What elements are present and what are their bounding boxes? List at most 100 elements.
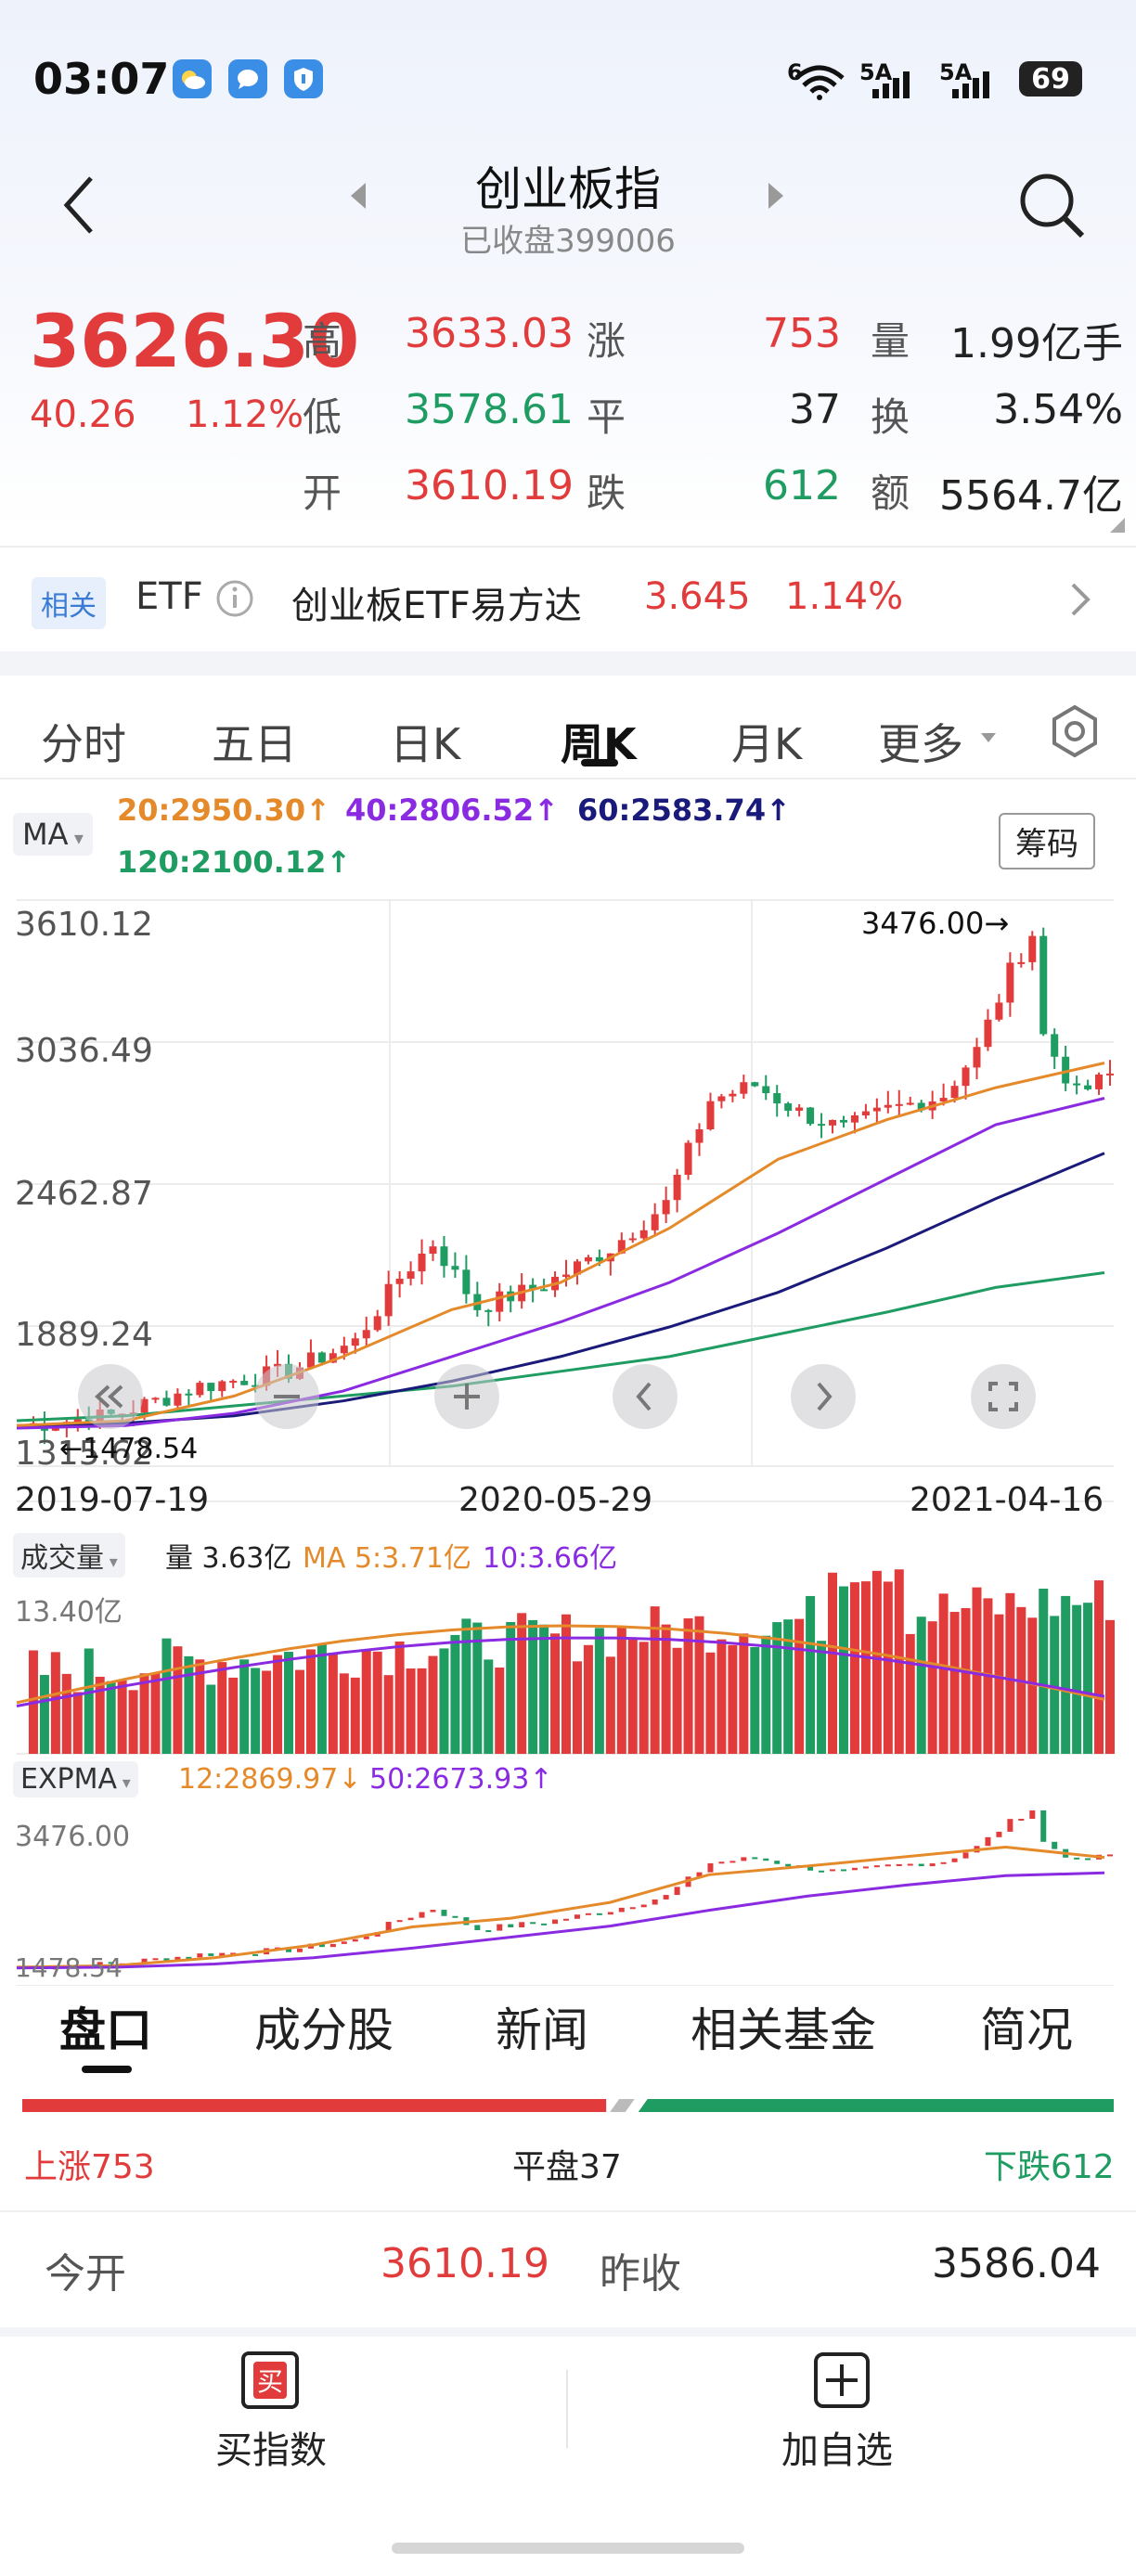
- volume-bar: [316, 1644, 327, 1754]
- volume-bar: [84, 1648, 94, 1754]
- back-icon[interactable]: [56, 173, 102, 241]
- volume-bar: [39, 1674, 49, 1754]
- candle: [1006, 962, 1014, 1003]
- expma-candle: [474, 1925, 481, 1931]
- fast-back-button[interactable]: [78, 1364, 143, 1429]
- expma-candle: [363, 1936, 369, 1939]
- tab-five-day[interactable]: 五日: [212, 719, 297, 769]
- next-stock-icon[interactable]: [765, 180, 787, 215]
- volume-bar: [195, 1659, 205, 1754]
- candle: [407, 1271, 415, 1279]
- tab-related-funds[interactable]: 相关基金: [691, 2003, 876, 2057]
- step-forward-button[interactable]: [791, 1364, 856, 1429]
- ma40-legend: 40:2806.52↑: [345, 792, 559, 828]
- volume-bar: [161, 1638, 172, 1754]
- candle: [684, 1142, 692, 1175]
- chevron-right-icon: [1069, 581, 1091, 622]
- expma-candle: [763, 1858, 769, 1861]
- expma-top: 3476.00: [15, 1821, 131, 1853]
- message-icon: [228, 59, 267, 98]
- zoom-in-button[interactable]: [434, 1364, 499, 1429]
- kline-chart[interactable]: [0, 891, 1136, 1986]
- search-icon[interactable]: [1017, 171, 1088, 245]
- weather-icon: [173, 59, 212, 98]
- related-etf-row[interactable]: 相关 ETF 创业板ETF易方达 3.645 1.14%: [0, 547, 1136, 651]
- tab-more[interactable]: 更多: [878, 719, 963, 769]
- volume-bar: [739, 1633, 749, 1754]
- amount-value: 5564.7亿: [939, 472, 1123, 520]
- expma-candle: [929, 1863, 936, 1867]
- volume-bar: [949, 1612, 960, 1754]
- add-watchlist-button[interactable]: 加自选: [742, 2348, 984, 2487]
- volume-bar: [905, 1633, 915, 1754]
- volume-bar: [239, 1659, 250, 1754]
- volume-bar: [806, 1595, 816, 1754]
- turnover-value: 3.54%: [993, 386, 1123, 433]
- signal-label-2: 5A: [859, 59, 893, 85]
- expma-candle: [407, 1917, 414, 1921]
- candle: [717, 1096, 726, 1101]
- active-tab-indicator: [581, 759, 618, 766]
- volume-bar: [506, 1621, 516, 1754]
- signal-bars-icon-2: [949, 69, 1004, 104]
- divider: [0, 778, 1136, 779]
- expand-corner-icon[interactable]: [1108, 516, 1127, 538]
- expma-selector[interactable]: EXPMA ▾: [13, 1761, 138, 1797]
- expma-candle: [618, 1907, 625, 1913]
- expma-candle: [385, 1922, 392, 1933]
- candle: [529, 1284, 537, 1290]
- prev-stock-icon[interactable]: [347, 180, 369, 215]
- volume-selector[interactable]: 成交量 ▾: [13, 1533, 125, 1578]
- candle: [773, 1093, 781, 1104]
- info-icon[interactable]: [215, 579, 254, 622]
- fullscreen-icon: [988, 1382, 1018, 1411]
- status-time: 03:07: [33, 54, 170, 104]
- volume-bar: [583, 1644, 593, 1754]
- volume-bar: [417, 1668, 427, 1754]
- tab-quote-detail[interactable]: 盘口: [59, 2003, 152, 2057]
- volume-label: 量: [871, 318, 910, 364]
- tab-overview[interactable]: 简况: [980, 2003, 1073, 2057]
- volume-bar: [794, 1618, 805, 1754]
- tab-daily-k[interactable]: 日K: [390, 719, 461, 769]
- shield-icon: [284, 59, 323, 98]
- expma-candle: [707, 1862, 714, 1873]
- candle: [73, 1419, 82, 1423]
- expma-candle: [729, 1861, 736, 1863]
- volume-bar: [439, 1648, 449, 1754]
- y-tick-5: 1315.62: [15, 1435, 153, 1473]
- ma-selector[interactable]: MA ▾: [13, 813, 93, 856]
- ma-selector-label: MA: [22, 817, 69, 852]
- volume-bar: [817, 1641, 827, 1754]
- candle: [973, 1047, 981, 1068]
- double-chevron-left-icon: [95, 1385, 123, 1409]
- expma-candle: [1052, 1841, 1058, 1849]
- expma-candle: [585, 1913, 591, 1915]
- expma-candle: [186, 1956, 192, 1959]
- candle: [340, 1346, 348, 1354]
- zoom-out-button[interactable]: [254, 1364, 319, 1429]
- tab-monthly-k[interactable]: 月K: [731, 719, 803, 769]
- tab-news[interactable]: 新闻: [496, 2003, 588, 2057]
- ma120-legend: 120:2100.12↑: [117, 844, 352, 880]
- tab-constituents[interactable]: 成分股: [254, 2003, 394, 2057]
- candle: [829, 1119, 837, 1126]
- volume-bar: [716, 1639, 727, 1754]
- tab-intraday[interactable]: 分时: [41, 719, 126, 769]
- candle: [751, 1082, 759, 1087]
- chip-button[interactable]: 筹码: [999, 813, 1095, 869]
- caret-icon: ▾: [117, 1773, 131, 1793]
- current-price: 3626.30: [30, 301, 360, 384]
- date-end: 2021-04-16: [910, 1481, 1104, 1519]
- buy-index-button[interactable]: 买 买指数: [148, 2348, 390, 2487]
- volume-ma-lines: [16, 1624, 1105, 1707]
- settings-icon[interactable]: [1047, 703, 1103, 763]
- volume-bar: [106, 1681, 116, 1754]
- volume-bar: [1105, 1619, 1115, 1754]
- expma-50-line: [16, 1871, 1105, 1970]
- fullscreen-button[interactable]: [971, 1364, 1036, 1429]
- expma-candle: [629, 1907, 636, 1910]
- battery-indicator: 69: [1019, 61, 1082, 97]
- flat-count: 37: [789, 386, 841, 433]
- step-back-button[interactable]: [613, 1364, 678, 1429]
